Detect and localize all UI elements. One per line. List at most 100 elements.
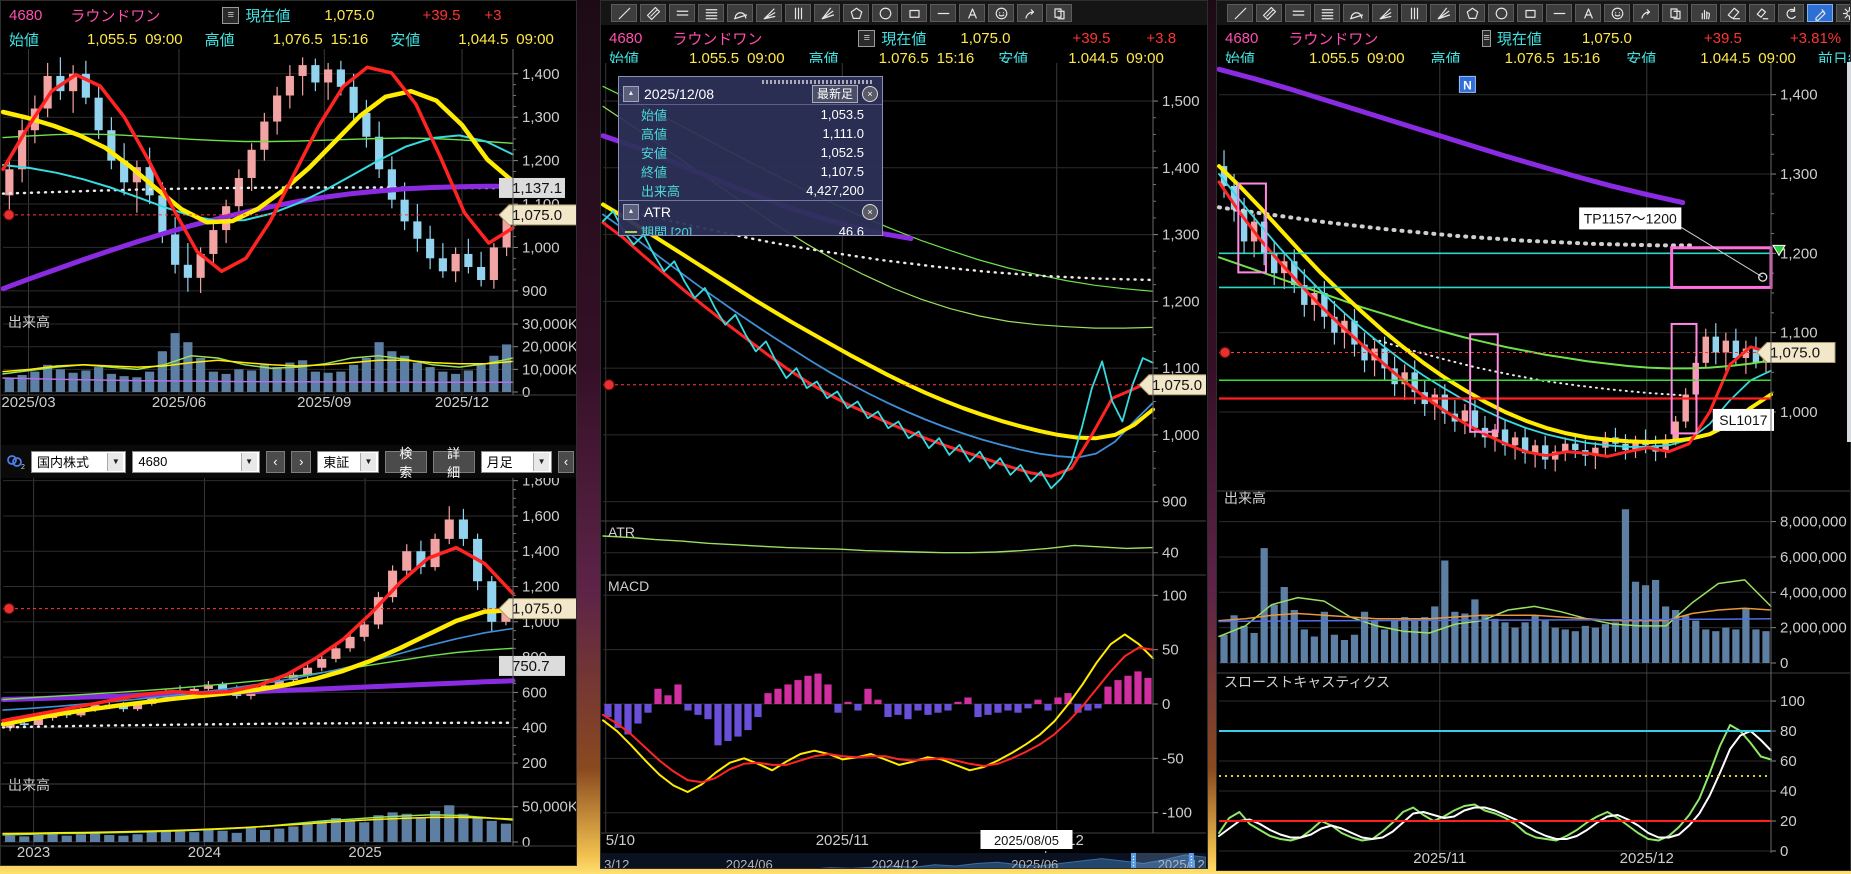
monthly-price-chart[interactable]: 1,8001,6001,4001,2001,0008006004002001,0… (1, 478, 577, 866)
middle-chart-window: 4680 ラウンドワン ≡ 現在値 1,075.0 +39.5 +3.8 始値 … (600, 0, 1208, 869)
svg-text:1,600: 1,600 (522, 508, 560, 525)
tool-text-icon[interactable] (1575, 4, 1601, 22)
popup-open-label: 始値 (641, 108, 668, 123)
svg-text:0: 0 (1780, 843, 1788, 860)
open-label: 始値 (609, 50, 640, 67)
tool-settings-icon[interactable] (1836, 4, 1850, 22)
tool-ellipse-icon[interactable] (1488, 4, 1514, 22)
tool-eraser-text-icon[interactable] (1749, 4, 1775, 22)
next-symbol-button[interactable]: › (291, 450, 312, 473)
market-select[interactable]: 国内株式 ▼ (31, 450, 127, 473)
tool-ruler-icon[interactable] (1256, 4, 1282, 22)
svg-text:N: N (1463, 78, 1472, 92)
open-time: 09:00 (1367, 50, 1405, 66)
svg-text:1,000: 1,000 (1162, 427, 1200, 444)
tool-horizontal-line-icon[interactable] (1546, 4, 1572, 22)
tool-parallel-lines-icon[interactable] (669, 4, 695, 22)
detail-button[interactable]: 詳細 (432, 446, 475, 480)
tool-ray-lines-icon[interactable] (814, 4, 840, 22)
tool-undo-icon[interactable] (1778, 4, 1804, 22)
period-select[interactable]: 月足 ▼ (480, 450, 553, 473)
svg-text:6,000,000: 6,000,000 (1780, 549, 1847, 566)
svg-text:8,000,000: 8,000,000 (1780, 514, 1847, 531)
close-icon[interactable]: × (862, 85, 878, 102)
daily-candle-chart[interactable]: 1,400 1,300 1,200 1,100 1,000 1,075.0 TP1157～1… (1217, 63, 1851, 871)
popup-date: 2025/12/08 (644, 85, 715, 102)
tool-fan-lines-icon[interactable] (1372, 4, 1398, 22)
indicator-data-popup[interactable]: ▲ 2025/12/08 最新足 × 始値 1,053.5 高値 1,111.0 安… (618, 76, 883, 236)
svg-text:1,400: 1,400 (1780, 87, 1818, 104)
collapse-panel-button[interactable]: ‹ (558, 450, 575, 473)
tool-share-icon[interactable] (1633, 4, 1659, 22)
symbol-toolbar: 2 国内株式 ▼ 4680 ▼ ‹ › 東証 ▼ 検索 詳細 月足 ▼ ‹ (1, 445, 576, 480)
exchange-select[interactable]: 東証 ▼ (317, 450, 379, 473)
tool-ruler-icon[interactable] (640, 4, 666, 22)
collapse-section-icon[interactable]: ▲ (623, 203, 639, 220)
collapse-section-icon[interactable]: ▲ (623, 85, 639, 102)
atr-section-title: ATR (644, 203, 671, 220)
search-button[interactable]: 検索 (384, 446, 427, 480)
svg-text:0: 0 (522, 834, 530, 851)
tool-line-icon[interactable] (611, 4, 637, 22)
tool-parallel-lines-icon[interactable] (1285, 4, 1311, 22)
svg-text:1,200: 1,200 (522, 579, 560, 596)
tool-eraser-icon[interactable] (1720, 4, 1746, 22)
svg-text:SL1017: SL1017 (1719, 412, 1767, 428)
tool-pan-hand-icon[interactable] (1691, 4, 1717, 22)
current-price-label: 現在値 (245, 8, 291, 25)
svg-text:1,000: 1,000 (522, 239, 560, 256)
tool-share-icon[interactable] (1017, 4, 1043, 22)
tool-arc-icon[interactable] (727, 4, 753, 22)
tool-rectangle-icon[interactable] (901, 4, 927, 22)
tool-icon-stamp-icon[interactable] (988, 4, 1014, 22)
tool-line-icon[interactable] (1227, 4, 1253, 22)
svg-text:2025/11: 2025/11 (816, 832, 869, 849)
tool-ellipse-icon[interactable] (872, 4, 898, 22)
menu-icon[interactable]: ≡ (858, 30, 876, 47)
tool-copy-icon[interactable] (1046, 4, 1072, 22)
prev-symbol-button[interactable]: ‹ (265, 450, 286, 473)
svg-text:2025/06: 2025/06 (152, 394, 206, 411)
popup-low-label: 安値 (641, 146, 668, 161)
svg-text:40: 40 (1780, 783, 1797, 800)
popup-high-value: 1,111.0 (822, 126, 864, 141)
tool-vertical-lines-icon[interactable] (1401, 4, 1427, 22)
svg-text:2025/09: 2025/09 (297, 394, 351, 411)
tool-horizontal-line-icon[interactable] (930, 4, 956, 22)
current-price-label: 現在値 (881, 31, 927, 48)
low-time: 09:00 (1126, 50, 1164, 66)
tool-multi-lines-icon[interactable] (698, 4, 724, 22)
svg-text:ATR: ATR (608, 524, 635, 540)
menu-icon[interactable]: ≡ (222, 7, 240, 24)
tool-ray-lines-icon[interactable] (1430, 4, 1456, 22)
tool-fan-lines-icon[interactable] (756, 4, 782, 22)
tool-pentagon-icon[interactable] (843, 4, 869, 22)
link-group-icon[interactable]: 2 (5, 454, 25, 470)
weekly-price-chart[interactable]: 1,4001,3001,2001,1001,0009001,075.01,137… (1, 49, 577, 443)
popup-open-value: 1,053.5 (820, 107, 864, 122)
scrollbar[interactable] (1847, 62, 1851, 442)
low-value: 1,044.5 (1700, 50, 1751, 66)
tool-pencil-icon[interactable] (1807, 4, 1833, 22)
stock-name: ラウンドワン (1288, 31, 1379, 48)
svg-text:2025/12: 2025/12 (1620, 850, 1674, 867)
svg-text:100: 100 (1162, 587, 1187, 604)
popup-low-value: 1,052.5 (820, 145, 864, 160)
popup-drag-handle[interactable] (762, 80, 872, 84)
svg-text:1,075.0: 1,075.0 (1770, 344, 1820, 361)
tool-text-icon[interactable] (959, 4, 985, 22)
tool-multi-lines-icon[interactable] (1314, 4, 1340, 22)
tool-icon-stamp-icon[interactable] (1604, 4, 1630, 22)
tool-pentagon-icon[interactable] (1459, 4, 1485, 22)
svg-text:2024/12: 2024/12 (872, 857, 919, 869)
stock-code: 4680 (609, 30, 643, 47)
latest-bar-badge[interactable]: 最新足 (811, 84, 858, 103)
tool-rectangle-icon[interactable] (1517, 4, 1543, 22)
close-icon[interactable]: × (862, 203, 878, 220)
menu-icon[interactable]: ≡ (1482, 30, 1491, 47)
tool-arc-icon[interactable] (1343, 4, 1369, 22)
right-chart-window: 4680 ラウンドワン ≡ 現在値 1,075.0 +39.5 +3.81% 2… (1216, 0, 1851, 871)
symbol-code-combo[interactable]: 4680 ▼ (132, 450, 260, 473)
tool-vertical-lines-icon[interactable] (785, 4, 811, 22)
tool-copy-icon[interactable] (1662, 4, 1688, 22)
